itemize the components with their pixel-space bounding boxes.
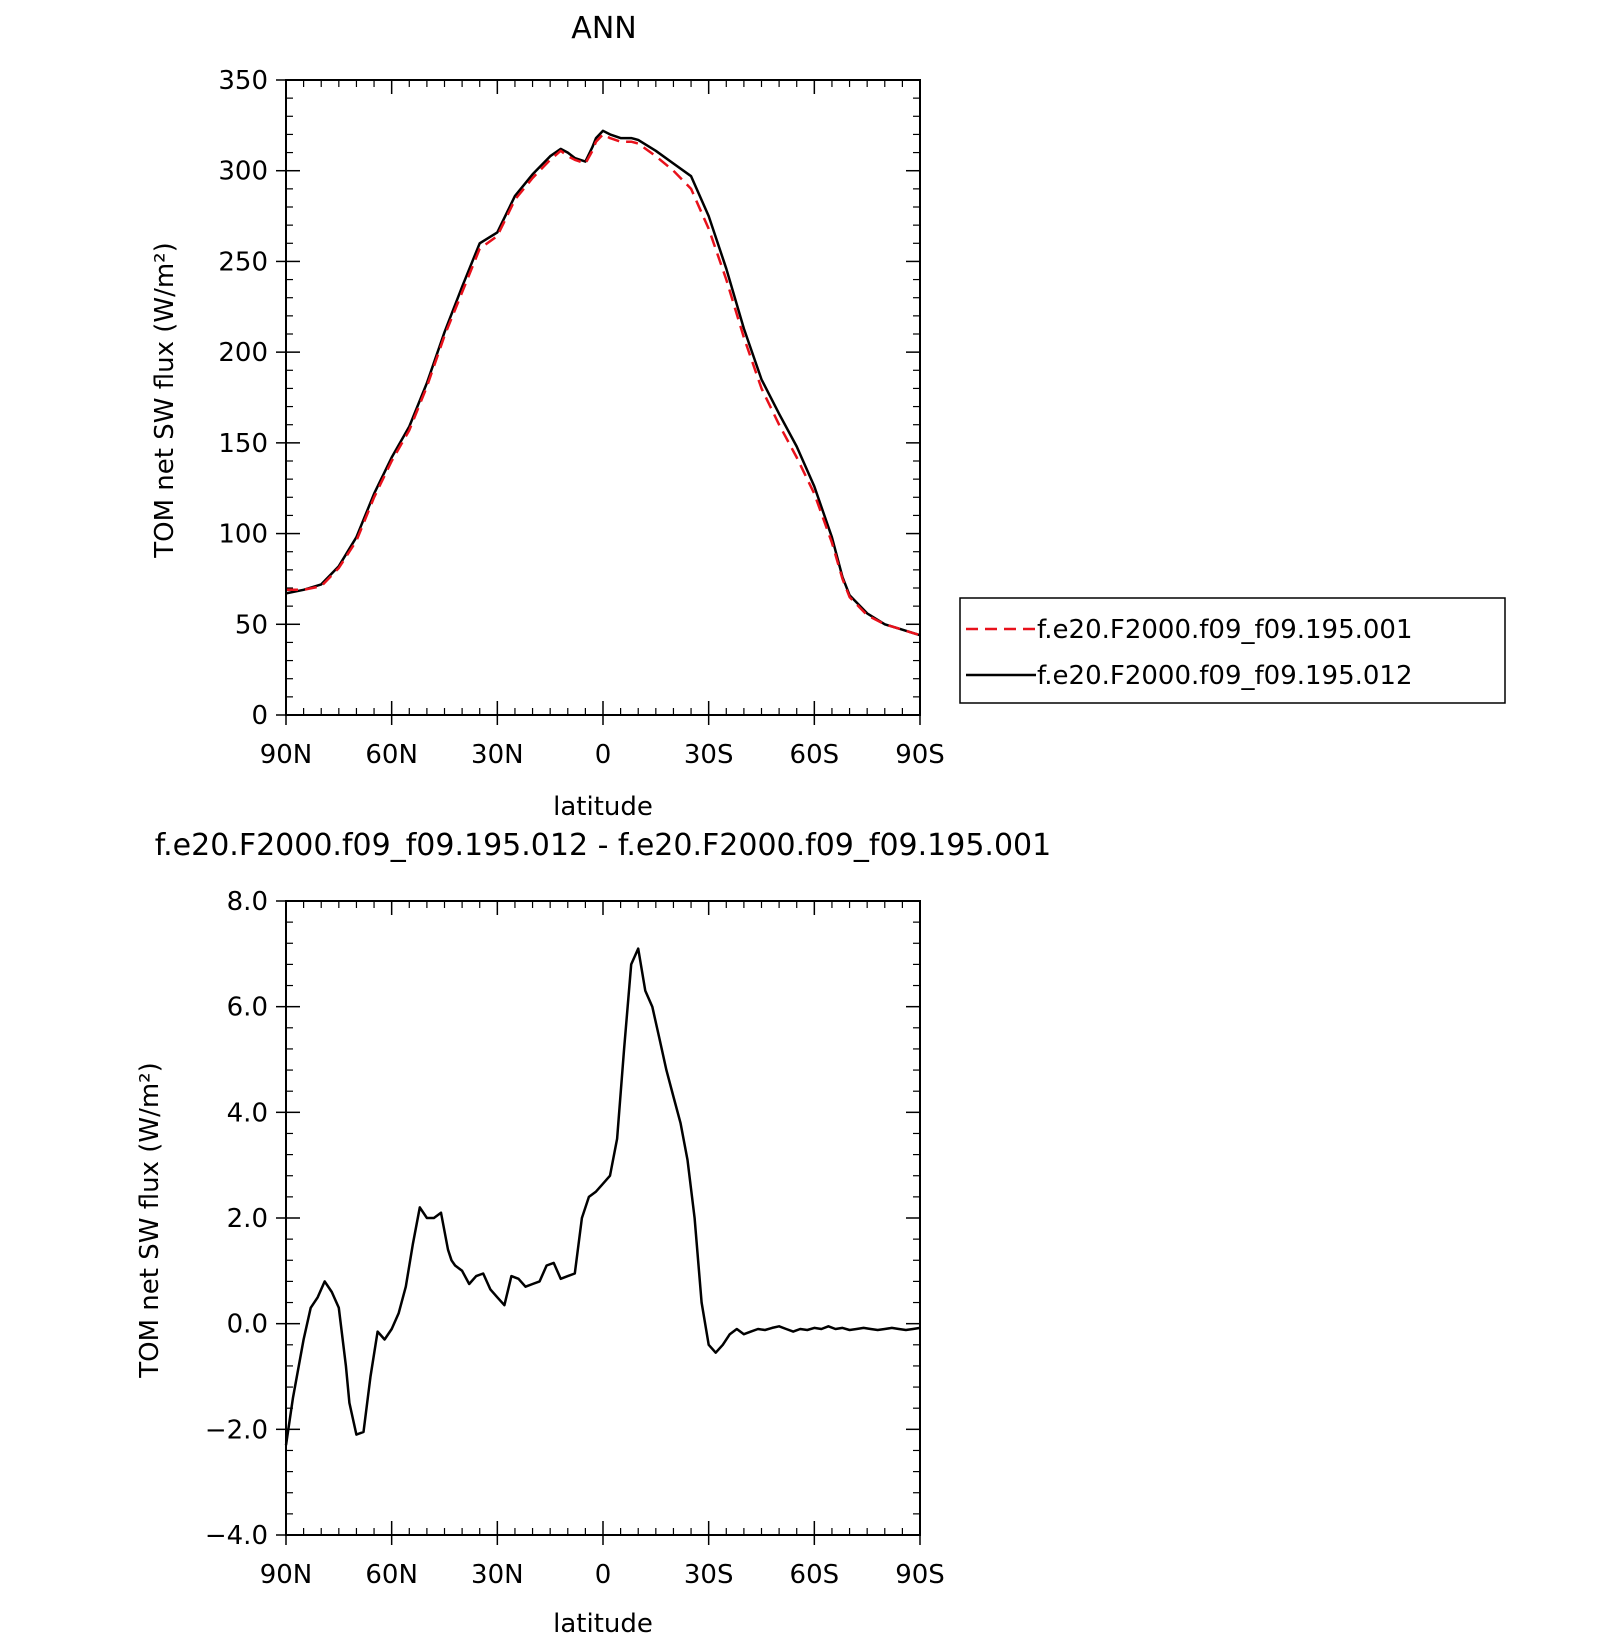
y-tick-label: 100: [218, 520, 268, 550]
x-tick-label: 30N: [471, 1560, 524, 1590]
x-tick-label: 60N: [365, 1560, 418, 1590]
y-tick-label: 2.0: [227, 1204, 268, 1234]
y-tick-label: 250: [218, 247, 268, 277]
y-tick-label: 150: [218, 429, 268, 459]
top-panel-ticks: 90N 60N 30N 0 30S 60S 90S 0 50 100 150 200 250 300 350: [218, 66, 944, 770]
top-panel-series: [285, 129, 921, 637]
y-tick-label: 6.0: [227, 993, 268, 1023]
y-tick-label: 300: [218, 157, 268, 187]
top-panel: ANN 90N 60N 30N 0 30S 60S 90S 0 50 100 150 200 250 30…: [150, 11, 945, 822]
bottom-panel-plot-frame: [285, 900, 921, 1536]
x-tick-label: 90N: [260, 1560, 313, 1590]
bottom-panel-ylabel: TOM net SW flux (W/m²): [135, 1062, 165, 1378]
legend-box: [959, 597, 1506, 704]
x-tick-label: 90S: [895, 1560, 945, 1590]
bottom-panel-title: f.e20.F2000.f09_f09.195.012 - f.e20.F200…: [155, 828, 1051, 863]
y-tick-label: 350: [218, 66, 268, 96]
x-tick-label: 30S: [684, 740, 734, 770]
legend-label-series-2: f.e20.F2000.f09_f09.195.012: [1037, 661, 1413, 691]
y-tick-label: 0: [251, 701, 268, 731]
y-tick-label: 50: [235, 610, 268, 640]
y-tick-label: 8.0: [227, 887, 268, 917]
y-tick-label: −2.0: [205, 1415, 268, 1445]
x-tick-label: 90S: [895, 740, 945, 770]
series-line-1: [286, 133, 921, 637]
bottom-panel: f.e20.F2000.f09_f09.195.012 - f.e20.F200…: [135, 828, 1051, 1635]
y-tick-label: 200: [218, 338, 268, 368]
y-tick-label: 0.0: [227, 1310, 268, 1340]
x-tick-label: 0: [595, 1560, 612, 1590]
bottom-panel-xlabel: latitude: [553, 1609, 653, 1635]
x-tick-label: 90N: [260, 740, 313, 770]
series-line-1: [284, 947, 921, 1446]
bottom-panel-ticks: 90N 60N 30N 0 30S 60S 90S −4.0 −2.0 0.0 2.0 4.0 6.0 8…: [205, 887, 945, 1590]
legend-label-series-1: f.e20.F2000.f09_f09.195.001: [1037, 615, 1413, 645]
bottom-panel-series: [284, 947, 921, 1446]
y-tick-label: −4.0: [205, 1521, 268, 1551]
x-tick-label: 0: [595, 740, 612, 770]
x-tick-label: 30N: [471, 740, 524, 770]
top-panel-title: ANN: [571, 11, 636, 46]
x-tick-label: 60N: [365, 740, 418, 770]
legend: f.e20.F2000.f09_f09.195.001 f.e20.F2000.…: [959, 597, 1506, 704]
x-tick-label: 30S: [684, 1560, 734, 1590]
x-tick-label: 60S: [790, 1560, 840, 1590]
series-line-2: [285, 129, 921, 637]
top-panel-xlabel: latitude: [553, 792, 653, 822]
x-tick-label: 60S: [790, 740, 840, 770]
top-panel-ylabel: TOM net SW flux (W/m²): [150, 242, 180, 558]
top-panel-plot-frame: [285, 79, 921, 716]
y-tick-label: 4.0: [227, 1098, 268, 1128]
